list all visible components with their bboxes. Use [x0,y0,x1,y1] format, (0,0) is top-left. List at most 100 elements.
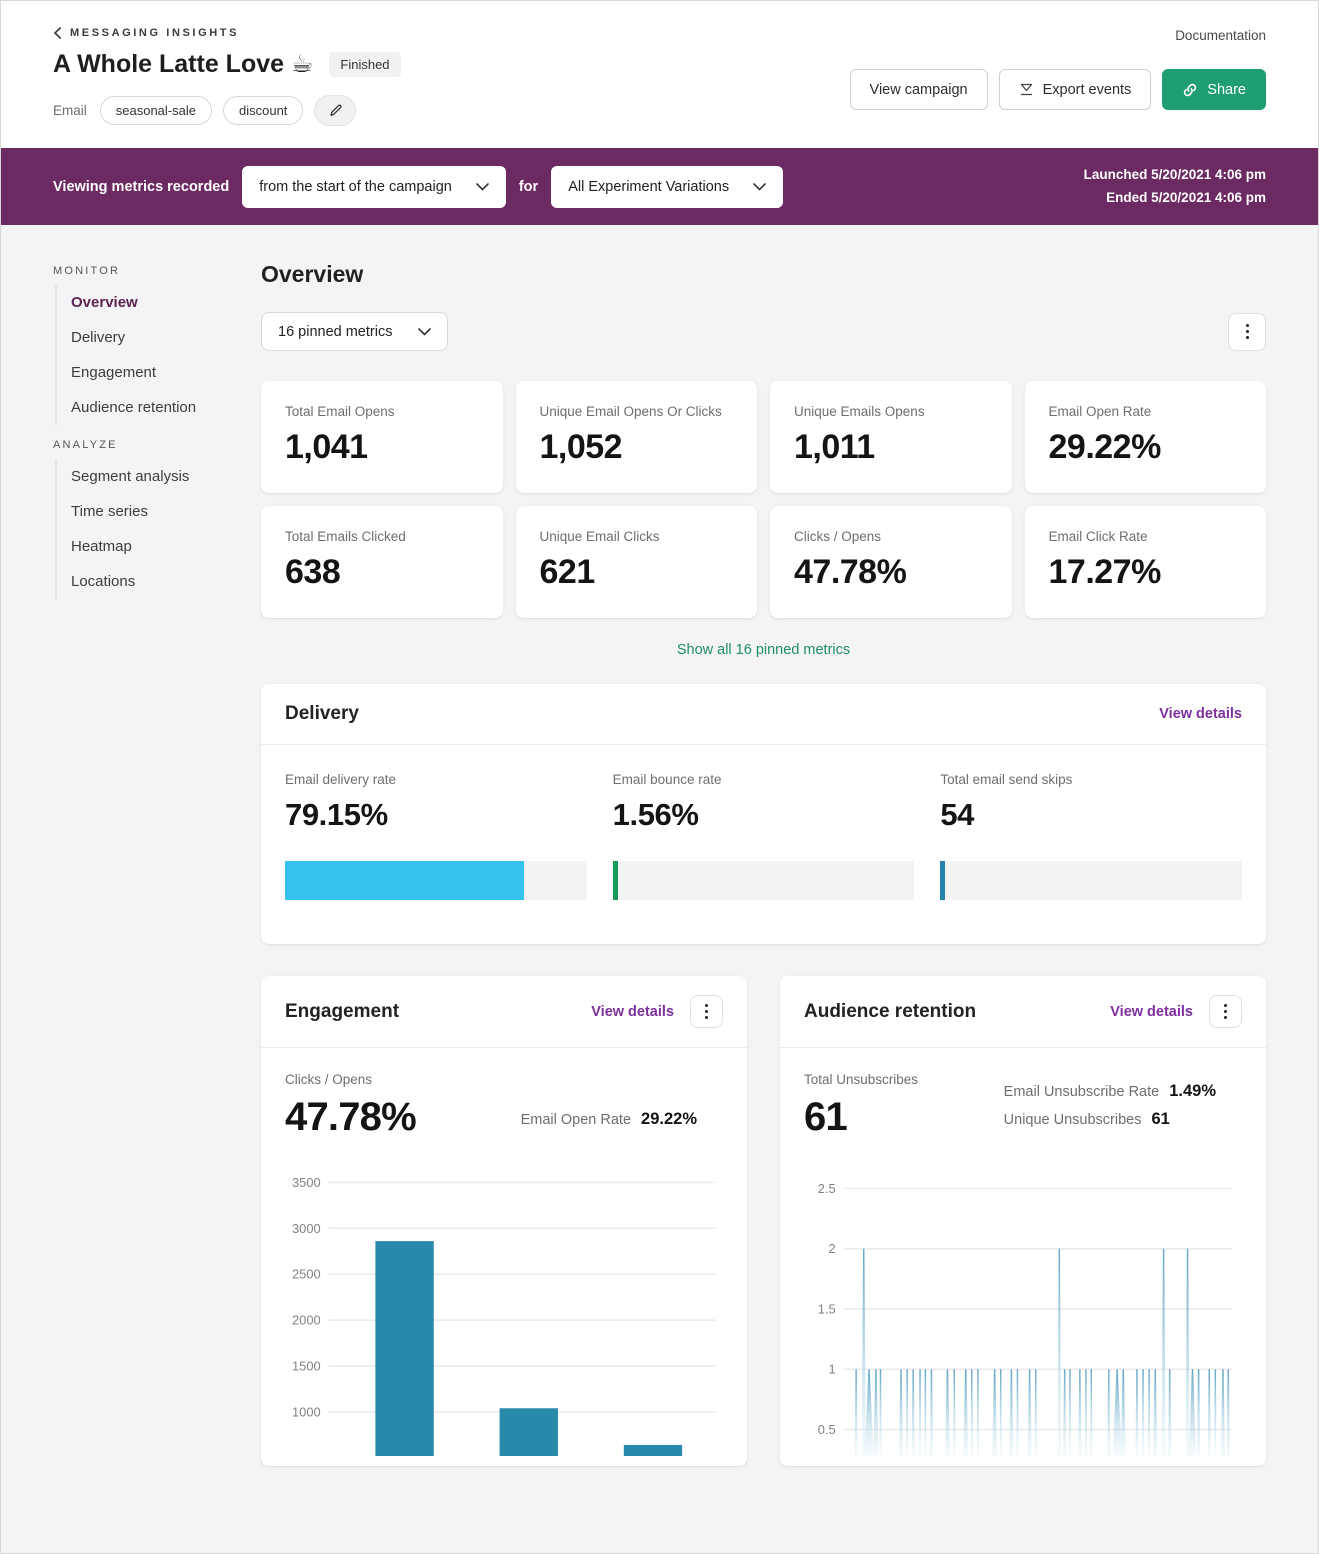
delivery-progress-fill [285,861,524,900]
engagement-view-details-link[interactable]: View details [591,1003,674,1020]
engagement-menu-button[interactable] [690,995,723,1028]
retention-primary-value: 61 [804,1095,848,1139]
sidebar-item-time-series[interactable]: Time series [71,503,148,520]
audience-retention-view-details-link[interactable]: View details [1110,1003,1193,1020]
delivery-progress-track [940,861,1242,900]
retention-primary-label: Total Unsubscribes [804,1072,919,1087]
sidebar-heading-monitor: MONITOR [53,265,121,277]
retention-side-label: Unique Unsubscribes [1003,1111,1142,1128]
metric-card: Total Email Opens 1,041 [261,381,503,493]
ended-date: Ended 5/20/2021 4:06 pm [1106,189,1266,205]
svg-text:1: 1 [829,1362,836,1377]
engagement-secondary-value: 29.22% [641,1109,697,1128]
engagement-bar-chart-svg: 1000 1500 2000 2500 3000 3500 [292,1175,716,1456]
delivery-progress-fill [940,861,946,900]
engagement-section: Engagement View details Clicks / Opens 4… [261,976,747,1466]
export-events-button[interactable]: Export events [998,69,1152,110]
delivery-section: Delivery View details Email delivery rat… [261,684,1266,944]
delivery-metric: Email bounce rate 1.56% [612,772,915,900]
metric-label: Clicks / Opens [794,529,882,544]
metric-card: Email Open Rate 29.22% [1024,381,1266,493]
time-range-dropdown[interactable]: from the start of the campaign [242,165,506,208]
delivery-progress-track [612,861,915,900]
sidebar-item-segment-analysis[interactable]: Segment analysis [71,468,190,485]
metric-label: Email Open Rate [1048,404,1152,419]
sidebar-item-heatmap[interactable]: Heatmap [71,538,132,555]
metric-value: 1,052 [539,428,623,466]
engagement-primary-value: 47.78% [285,1095,417,1139]
svg-text:1500: 1500 [292,1358,321,1373]
metric-card: Clicks / Opens 47.78% [770,506,1012,618]
overview-menu-button[interactable] [1228,312,1266,351]
pinned-metrics-grid: Total Email Opens 1,041 Unique Email Ope… [261,381,1266,618]
metric-value: 17.27% [1048,553,1162,591]
audience-retention-chart: 0.5 1 1.5 2 2.5 [804,1154,1242,1466]
metrics-filter-bar: Viewing metrics recorded from the start … [1,148,1318,225]
metric-value: 621 [539,553,596,591]
delivery-metric-label: Total email send skips [940,772,1073,787]
svg-text:2000: 2000 [292,1313,321,1328]
delivery-view-details-link[interactable]: View details [1159,706,1242,722]
edit-tags-button[interactable] [314,95,357,126]
audience-retention-menu-button[interactable] [1209,995,1242,1028]
tag-pill[interactable]: seasonal-sale [99,96,212,125]
show-all-pinned-metrics-link[interactable]: Show all 16 pinned metrics [676,642,851,658]
chevron-left-icon [53,27,62,39]
retention-side-value: 61 [1151,1109,1170,1128]
sidebar-item-audience-retention[interactable]: Audience retention [71,399,197,416]
metric-value: 1,041 [285,428,368,466]
audience-retention-section: Audience retention View details Total Un… [780,976,1266,1466]
svg-text:2500: 2500 [292,1267,321,1282]
sidebar-item-locations[interactable]: Locations [71,573,136,590]
retention-side-label: Email Unsubscribe Rate [1003,1083,1160,1100]
delivery-metric: Email delivery rate 79.15% [285,772,587,900]
metric-card: Unique Email Opens Or Clicks 1,052 [515,381,757,493]
engagement-chart: 1000 1500 2000 2500 3000 3500 [285,1154,723,1466]
sidebar-item-engagement[interactable]: Engagement [71,364,157,381]
breadcrumb[interactable]: MESSAGING INSIGHTS [53,27,1266,39]
documentation-link[interactable]: Documentation [1175,28,1266,43]
engagement-primary-label: Clicks / Opens [285,1072,373,1087]
metric-value: 638 [285,553,341,591]
chevron-down-icon [476,182,489,191]
delivery-metric: Total email send skips 54 [940,772,1242,900]
metric-label: Total Email Opens [285,404,395,419]
engagement-secondary-label: Email Open Rate [520,1111,632,1128]
channel-label: Email [53,103,87,118]
variation-dropdown[interactable]: All Experiment Variations [551,165,784,208]
retention-side-value: 1.49% [1169,1081,1216,1100]
tag-pill[interactable]: discount [222,96,304,125]
filter-connector: for [518,178,539,195]
time-range-value: from the start of the campaign [259,178,452,195]
view-campaign-button[interactable]: View campaign [849,69,988,110]
sidebar-item-overview[interactable]: Overview [71,294,138,311]
download-tray-icon [1019,83,1034,96]
sidebar-item-delivery[interactable]: Delivery [71,329,126,346]
sidebar-heading-analyze: ANALYZE [53,439,118,451]
export-events-label: Export events [1042,81,1132,98]
metric-label: Unique Emails Opens [794,404,925,419]
share-button[interactable]: Share [1162,69,1266,110]
svg-text:3000: 3000 [292,1221,321,1236]
status-badge: Finished [329,51,401,77]
link-icon [1182,82,1198,98]
delivery-metric-label: Email bounce rate [612,772,722,787]
pinned-metrics-dropdown[interactable]: 16 pinned metrics [261,312,449,351]
pinned-metrics-value: 16 pinned metrics [278,323,393,340]
svg-text:2.5: 2.5 [818,1181,836,1196]
overview-title: Overview [261,261,364,287]
metric-value: 47.78% [794,553,907,591]
metric-card: Unique Email Clicks 621 [515,506,757,618]
launched-date: Launched 5/20/2021 4:06 pm [1083,167,1266,183]
kebab-icon [1245,324,1249,327]
page-title: A Whole Latte Love ☕ [53,50,314,78]
breadcrumb-label: MESSAGING INSIGHTS [70,27,240,39]
share-label: Share [1207,81,1246,98]
delivery-metric-value: 79.15% [285,797,388,832]
delivery-metric-value: 1.56% [612,797,699,832]
engagement-title: Engagement [285,1000,400,1022]
chevron-down-icon [753,182,766,191]
variation-value: All Experiment Variations [568,178,730,195]
app-header: MESSAGING INSIGHTS A Whole Latte Love ☕ … [1,1,1318,148]
svg-text:0.5: 0.5 [818,1422,836,1437]
